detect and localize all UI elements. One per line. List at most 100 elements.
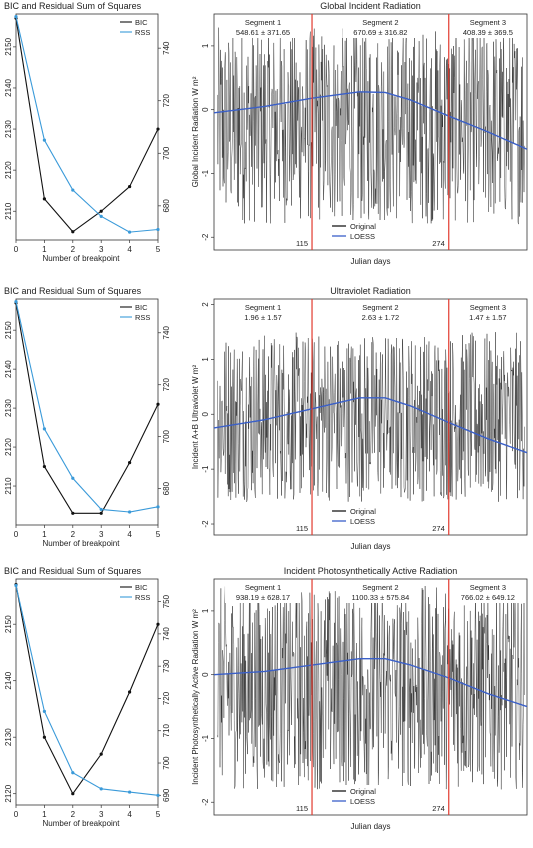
right-tick-label: 720 — [162, 691, 171, 705]
series-point-rss — [99, 507, 103, 512]
legend-label-bic: BIC — [135, 583, 148, 592]
y-tick-label: 1 — [201, 43, 210, 48]
x-tick-label: 1 — [42, 245, 47, 254]
y-tick-label: 1 — [201, 357, 210, 362]
left-tick-label: 2140 — [4, 360, 13, 378]
y-tick-label: -2 — [201, 798, 210, 806]
series-point-rss — [128, 510, 132, 514]
x-axis-label: Number of breakpoint — [43, 819, 121, 828]
series-line-rss — [15, 16, 159, 233]
series-line-original — [217, 585, 525, 790]
x-tick-label: 4 — [127, 810, 132, 819]
x-axis-label: Julian days — [350, 542, 390, 551]
x-tick-label: 5 — [156, 530, 161, 539]
left-tick-label: 2130 — [4, 399, 13, 417]
radiation-panel-5: Incident Photosynthetically Active Radia… — [191, 566, 528, 831]
legend-label-loess: LOESS — [350, 797, 375, 806]
series-point-rss — [14, 15, 18, 19]
radiation-panel-1: Global Incident Radiation -2 -1 0 1 Global In… — [191, 1, 528, 266]
x-tick-label: 5 — [156, 810, 161, 819]
segment-stat: 548.61 ± 371.65 — [236, 28, 290, 37]
x-tick-label: 4 — [127, 245, 132, 254]
breakpoint-label: 274 — [432, 524, 445, 533]
breakpoint-label: 115 — [296, 524, 308, 533]
series-line-original — [217, 332, 525, 503]
x-axis-label: Number of breakpoint — [43, 254, 121, 263]
y-tick-label: 0 — [201, 672, 210, 677]
right-tick-label: 680 — [162, 199, 171, 213]
segment-name: Segment 3 — [470, 18, 506, 27]
segment-label-bg — [342, 301, 419, 323]
breakpoint-label: 274 — [432, 239, 445, 248]
series-line-original — [217, 27, 525, 225]
segment-stat: 938.19 ± 628.17 — [236, 593, 290, 602]
x-tick-label: 5 — [156, 245, 161, 254]
segment-name: Segment 2 — [362, 303, 398, 312]
legend-label-rss: RSS — [135, 28, 150, 37]
bic-rss-panel-4: BIC and Residual Sum of Squares212021302… — [4, 566, 171, 828]
series-point-bic — [99, 511, 103, 515]
series-point-rss — [156, 793, 160, 797]
segment-stat: 670.69 ± 316.82 — [353, 28, 407, 37]
legend-label-rss: RSS — [135, 593, 150, 602]
x-tick-label: 3 — [99, 245, 104, 254]
left-tick-label: 2140 — [4, 79, 13, 97]
series-point-rss — [99, 214, 103, 218]
series-point-bic — [42, 735, 47, 739]
x-tick-label: 4 — [127, 530, 132, 539]
series-point-bic — [128, 184, 132, 189]
segment-label-bg — [449, 16, 526, 38]
right-tick-label: 730 — [162, 659, 171, 673]
series-line-loess — [213, 658, 528, 708]
legend-label-original: Original — [350, 222, 376, 231]
right-tick-label: 680 — [162, 481, 171, 495]
plot-frame — [15, 298, 159, 526]
series-line-bic — [15, 584, 159, 795]
right-tick-label: 700 — [162, 756, 171, 770]
series-line-rss — [15, 585, 159, 796]
chart-title: BIC and Residual Sum of Squares — [4, 1, 142, 11]
x-axis-label: Julian days — [350, 822, 390, 831]
segment-label-bg — [342, 581, 419, 603]
series-point-bic — [128, 461, 132, 465]
y-axis-label: Global Incident Radiation W m² — [191, 76, 200, 187]
right-tick-label: 700 — [162, 146, 171, 160]
right-tick-label: 720 — [162, 378, 171, 392]
series-point-bic — [156, 402, 160, 406]
segment-name: Segment 1 — [245, 303, 281, 312]
series-point-rss — [128, 230, 132, 234]
plot-frame — [213, 13, 528, 251]
plot-frame — [15, 578, 159, 806]
right-tick-label: 710 — [162, 724, 171, 738]
right-tick-label: 720 — [162, 94, 171, 108]
segment-name: Segment 1 — [245, 18, 281, 27]
legend-label-original: Original — [350, 787, 376, 796]
x-tick-label: 0 — [14, 810, 19, 819]
series-point-rss — [156, 505, 160, 509]
y-tick-label: -1 — [201, 734, 210, 742]
segment-stat: 766.02 ± 649.12 — [461, 593, 515, 602]
x-tick-label: 2 — [71, 810, 76, 819]
legend-label-bic: BIC — [135, 303, 148, 312]
series-line-loess — [213, 397, 528, 454]
segment-name: Segment 3 — [470, 583, 506, 592]
y-tick-label: 0 — [201, 107, 210, 112]
segment-name: Segment 1 — [245, 583, 281, 592]
segment-stat: 1.47 ± 1.57 — [469, 313, 506, 322]
y-tick-label: -2 — [201, 520, 210, 528]
x-axis-label: Number of breakpoint — [43, 539, 121, 548]
y-tick-label: 1 — [201, 608, 210, 613]
chart-title: BIC and Residual Sum of Squares — [4, 286, 142, 296]
series-point-rss — [42, 427, 47, 431]
segment-stat: 408.39 ± 369.5 — [463, 28, 513, 37]
segment-name: Segment 2 — [362, 18, 398, 27]
right-tick-label: 690 — [162, 788, 171, 802]
series-point-rss — [71, 188, 75, 192]
segment-label-bg — [225, 16, 302, 38]
right-tick-label: 740 — [162, 326, 171, 340]
left-tick-label: 2150 — [4, 615, 13, 633]
segment-label-bg — [225, 301, 302, 323]
legend-label-rss: RSS — [135, 313, 150, 322]
x-axis-label: Julian days — [350, 257, 390, 266]
